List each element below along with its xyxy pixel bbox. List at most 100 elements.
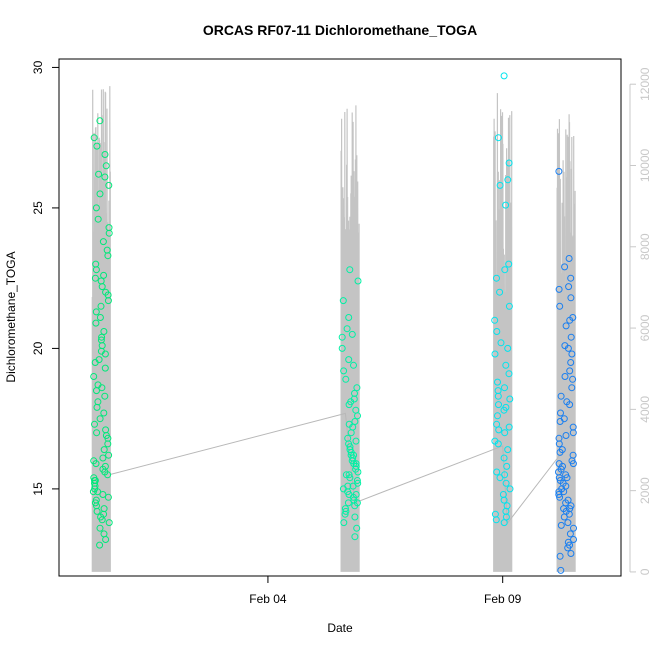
data-point [351, 502, 359, 510]
data-point [90, 373, 98, 380]
data-point [506, 485, 514, 493]
data-point [339, 297, 347, 305]
data-point [506, 395, 514, 403]
data-point [96, 524, 104, 532]
data-point [566, 367, 574, 375]
y-tick-label: 20 [31, 341, 45, 355]
data-point [505, 159, 513, 167]
data-point [105, 229, 113, 237]
data-point [340, 519, 348, 527]
altitude-trace-rf09 [493, 93, 513, 572]
data-point [569, 375, 577, 383]
data-point [555, 440, 563, 448]
data-point [353, 524, 361, 532]
data-point [101, 350, 109, 358]
data-point [104, 493, 112, 501]
data-point [565, 255, 573, 262]
altitude-layer [91, 86, 576, 572]
data-point [568, 384, 576, 392]
data-point [345, 356, 353, 364]
data-point [97, 336, 105, 344]
data-point [500, 519, 508, 527]
data-point [560, 505, 568, 513]
data-point [347, 398, 355, 406]
data-point [501, 384, 508, 392]
data-point [347, 451, 355, 459]
data-point [557, 566, 565, 574]
data-point [502, 479, 510, 487]
altitude-profile [493, 93, 513, 572]
data-point [562, 322, 570, 330]
data-point [98, 384, 106, 392]
x-axis-label: Date [327, 621, 353, 635]
data-point [101, 151, 109, 158]
data-point [566, 316, 574, 324]
data-point [93, 403, 101, 411]
data-point [500, 406, 508, 414]
data-point [505, 260, 513, 268]
data-point [569, 460, 577, 468]
altitude-profile [340, 105, 360, 572]
data-point [561, 373, 569, 380]
data-point [500, 72, 508, 80]
data-point [491, 316, 499, 324]
data-point [341, 510, 349, 518]
data-point [104, 440, 112, 448]
data-point [98, 333, 106, 341]
data-point [104, 471, 112, 479]
data-point [560, 513, 568, 521]
data-point [342, 471, 350, 479]
data-point [99, 454, 107, 462]
y-tick-label: 15 [31, 482, 45, 496]
data-point [504, 176, 512, 184]
data-point [342, 375, 350, 383]
data-point [569, 429, 577, 437]
data-point [493, 468, 501, 476]
data-point [567, 333, 575, 341]
data-point [99, 238, 107, 246]
data-point [493, 328, 501, 335]
data-point [564, 519, 572, 527]
data-point [93, 142, 101, 150]
data-point [100, 446, 108, 454]
data-point [505, 423, 513, 431]
data-point [353, 384, 361, 392]
data-point [343, 325, 351, 333]
data-point [100, 271, 108, 279]
data-point [491, 350, 499, 358]
data-point [96, 117, 104, 125]
y2-axis-right: 0 2000 4000 6000 8000 10000 12000 [629, 67, 650, 575]
y-axis-label: Dichloromethane_TOGA [4, 251, 18, 382]
data-point [495, 426, 503, 434]
y-tick-label: 30 [31, 60, 45, 74]
data-point [555, 167, 563, 175]
data-point [353, 477, 361, 484]
altitude-trace-rf07 [91, 86, 111, 572]
data-point [501, 266, 509, 274]
data-point [354, 468, 362, 476]
data-point [105, 181, 113, 189]
y2-tick-label: 10000 [638, 148, 650, 182]
data-point [352, 437, 360, 445]
y-axis: 15 20 25 30 [31, 60, 59, 496]
data-point [348, 330, 356, 338]
data-point [567, 359, 575, 366]
data-point [494, 378, 501, 386]
data-point [91, 420, 98, 428]
data-point [494, 412, 501, 420]
data-point [566, 530, 574, 538]
data-point [563, 398, 571, 406]
altitude-trace-rf08 [340, 105, 360, 572]
data-point [565, 283, 573, 291]
data-point [102, 162, 110, 170]
data-point [493, 274, 500, 282]
data-point [338, 333, 346, 341]
data-point [96, 415, 104, 423]
data-point [92, 460, 100, 468]
y2-tick-label: 2000 [638, 477, 650, 504]
plot-frame [58, 58, 622, 577]
data-point [555, 460, 563, 468]
data-point [505, 302, 513, 310]
data-point [495, 401, 502, 409]
data-point [346, 266, 354, 274]
